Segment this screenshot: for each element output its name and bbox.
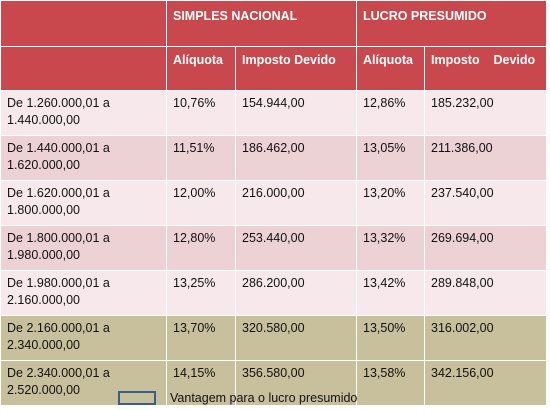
lp-rate-cell: 12,86%: [356, 90, 425, 136]
sn-tax-cell: 216.000,00: [235, 180, 357, 226]
header-simples-nacional: SIMPLES NACIONAL: [166, 0, 357, 47]
sn-tax-cell: 186.462,00: [235, 135, 357, 181]
lp-rate-cell: 13,05%: [356, 135, 425, 181]
header-sn-tax: Imposto Devido: [235, 46, 357, 91]
sn-tax-cell: 356.580,00: [235, 360, 357, 406]
header-lp-tax: Imposto Devido: [424, 46, 547, 91]
sn-tax-cell: 253.440,00: [235, 225, 357, 271]
sn-tax-cell: 154.944,00: [235, 90, 357, 136]
lp-rate-cell: 13,50%: [356, 315, 425, 361]
header-lucro-presumido: LUCRO PRESUMIDO: [356, 0, 547, 47]
range-cell: De 1.800.000,01 a 1.980.000,00: [0, 225, 167, 271]
range-cell: De 1.980.000,01 a 2.160.000,00: [0, 270, 167, 316]
lp-rate-cell: 13,32%: [356, 225, 425, 271]
sn-tax-cell: 320.580,00: [235, 315, 357, 361]
sn-rate-cell: 10,76%: [166, 90, 236, 136]
table-row: De 1.260.000,01 a 1.440.000,00 10,76% 154…: [0, 90, 547, 136]
header-row-columns: Alíquota Imposto Devido Alíquota Imposto…: [0, 46, 547, 91]
table-row: De 1.800.000,01 a 1.980.000,00 12,80% 253…: [0, 225, 547, 271]
table-row-highlighted: De 2.340.000,01 a 2.520.000,00 14,15% 356…: [0, 360, 547, 406]
lp-rate-cell: 13,20%: [356, 180, 425, 226]
sn-rate-cell: 12,80%: [166, 225, 236, 271]
lp-tax-cell: 289.848,00: [424, 270, 547, 316]
sn-rate-cell: 13,70%: [166, 315, 236, 361]
header-sn-rate: Alíquota: [166, 46, 236, 91]
sn-rate-cell: 13,25%: [166, 270, 236, 316]
header-corner-cell: [0, 0, 167, 47]
sn-rate-cell: 14,15%: [166, 360, 236, 406]
range-cell: De 1.620.000,01 a 1.800.000,00: [0, 180, 167, 226]
lp-tax-cell: 185.232,00: [424, 90, 547, 136]
header-row-groups: SIMPLES NACIONAL LUCRO PRESUMIDO: [0, 0, 547, 47]
legend-swatch: [118, 391, 156, 405]
range-cell: De 1.440.000,01 a 1.620.000,00: [0, 135, 167, 181]
sn-rate-cell: 12,00%: [166, 180, 236, 226]
lp-rate-cell: 13,58%: [356, 360, 425, 406]
lp-tax-cell: 269.694,00: [424, 225, 547, 271]
range-cell: De 2.160.000,01 a 2.340.000,00: [0, 315, 167, 361]
sn-rate-cell: 11,51%: [166, 135, 236, 181]
sn-tax-cell: 286.200,00: [235, 270, 357, 316]
lp-rate-cell: 13,42%: [356, 270, 425, 316]
legend-label: Vantagem para o lucro presumido: [170, 391, 358, 405]
lp-tax-cell: 237.540,00: [424, 180, 547, 226]
table-row: De 1.620.000,01 a 1.800.000,00 12,00% 216…: [0, 180, 547, 226]
table-row-highlighted: De 2.160.000,01 a 2.340.000,00 13,70% 320…: [0, 315, 547, 361]
table-row: De 1.440.000,01 a 1.620.000,00 11,51% 186…: [0, 135, 547, 181]
header-corner-cell-2: [0, 46, 167, 91]
table-row: De 1.980.000,01 a 2.160.000,00 13,25% 286…: [0, 270, 547, 316]
range-cell: De 2.340.000,01 a 2.520.000,00: [0, 360, 167, 406]
range-cell: De 1.260.000,01 a 1.440.000,00: [0, 90, 167, 136]
lp-tax-cell: 211.386,00: [424, 135, 547, 181]
lp-tax-cell: 342.156,00: [424, 360, 547, 406]
header-lp-rate: Alíquota: [356, 46, 425, 91]
lp-tax-cell: 316.002,00: [424, 315, 547, 361]
